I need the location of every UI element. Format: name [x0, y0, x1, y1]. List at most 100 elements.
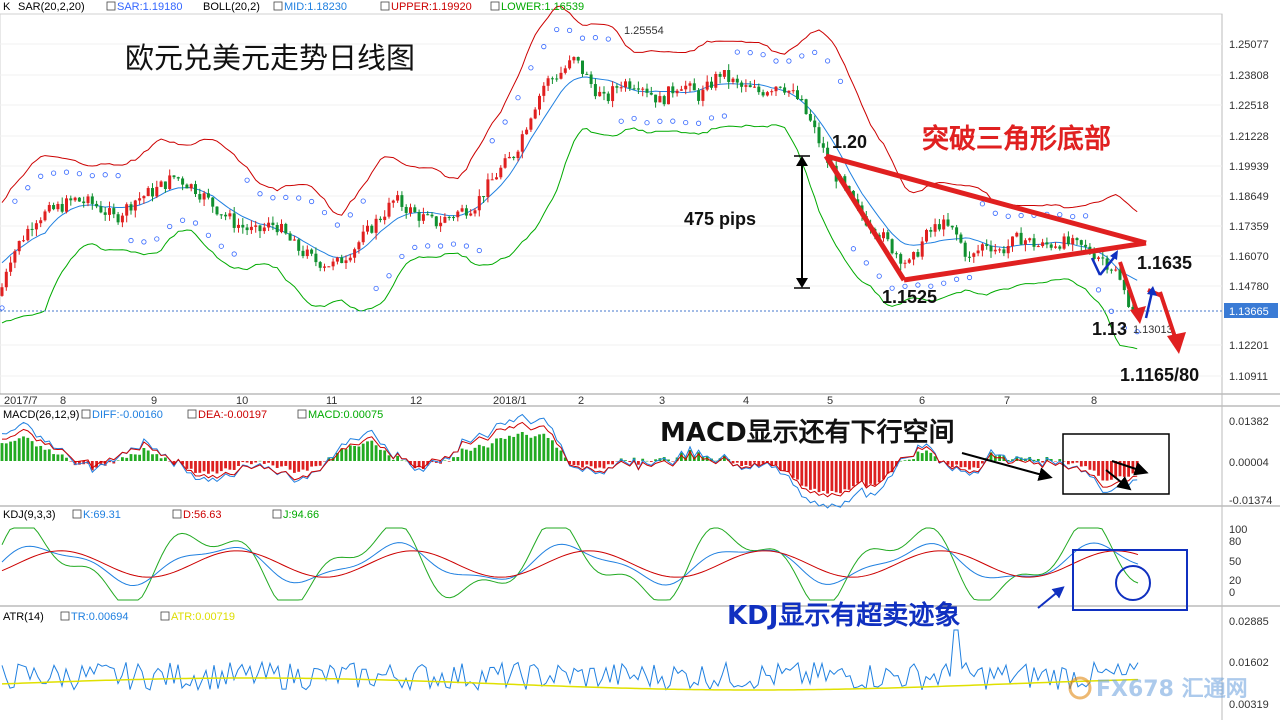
macd-bar	[1084, 461, 1087, 467]
sar-dot	[889, 285, 895, 291]
sar-label: SAR(20,2,20)	[18, 1, 85, 13]
macd-bar	[271, 461, 275, 466]
tr-checkbox[interactable]	[60, 611, 70, 621]
sar-dot	[824, 58, 831, 64]
macd-bar	[761, 461, 765, 464]
macd-bar	[723, 455, 726, 461]
candle-body	[533, 109, 537, 119]
macd-bar	[1006, 460, 1010, 461]
candle-body	[800, 99, 804, 101]
sar-dot	[850, 246, 857, 252]
price-tick: 1.14780	[1229, 281, 1269, 293]
mid-checkbox[interactable]	[273, 1, 283, 11]
atr-checkbox[interactable]	[160, 611, 170, 621]
macd-bar	[976, 461, 980, 468]
candle-body	[495, 177, 498, 180]
macd-bar	[121, 457, 124, 461]
sar-dot	[244, 177, 250, 183]
sar-dot	[502, 119, 508, 125]
macd-arrow-small	[1111, 460, 1149, 476]
candle-body	[99, 206, 103, 213]
candle-body	[383, 216, 387, 221]
macd-bar	[348, 445, 352, 461]
candle-body	[378, 218, 382, 221]
candle-body	[701, 89, 705, 101]
candle-body	[679, 89, 683, 91]
atr-legend: ATR(14) TR:0.00694 ATR:0.00719	[3, 611, 235, 623]
macd-bar	[1054, 461, 1057, 462]
macd-bar	[125, 457, 129, 461]
candle-body	[13, 251, 17, 263]
dea-checkbox[interactable]	[187, 409, 197, 419]
boll-upper-line	[1, 5, 1138, 216]
macd-bar	[787, 461, 791, 472]
macd-bar	[456, 456, 460, 461]
candle-body	[882, 232, 885, 239]
candle-body	[17, 241, 21, 252]
sar-dot	[579, 35, 586, 41]
candle-body	[989, 245, 993, 252]
macd-bar	[830, 461, 834, 491]
sar-dot	[425, 243, 431, 249]
macd-bar	[602, 461, 606, 469]
candle-body	[34, 223, 38, 230]
diff-checkbox[interactable]	[81, 409, 91, 419]
macd-bar	[353, 445, 356, 461]
candle-body	[331, 261, 335, 267]
kdj-lines	[1, 527, 1139, 601]
j-checkbox[interactable]	[272, 509, 282, 519]
current-price-label: 1.13665	[1229, 306, 1269, 318]
candle-body	[529, 118, 533, 130]
candle-body	[426, 214, 430, 216]
macd-bar	[361, 443, 365, 461]
macd-bar	[834, 461, 838, 493]
macd-bar	[159, 458, 163, 461]
sar-dot	[25, 185, 31, 191]
macd-bar	[357, 446, 361, 461]
macd-bar	[469, 450, 473, 461]
breakout-arrows	[1118, 261, 1186, 354]
candle-body	[602, 91, 606, 94]
macd-bar	[284, 461, 288, 466]
sar-dot	[76, 171, 83, 177]
k-checkbox[interactable]	[72, 509, 82, 519]
macd-checkbox[interactable]	[297, 409, 307, 419]
x-tick: 12	[410, 395, 422, 407]
lower-checkbox[interactable]	[490, 1, 500, 11]
candle-body	[26, 228, 30, 241]
candle-body	[280, 223, 283, 233]
sar-dot	[1018, 212, 1024, 219]
candle-body	[228, 213, 232, 217]
candle-body	[374, 218, 378, 233]
sar-dot	[941, 280, 947, 286]
macd-bar	[611, 461, 614, 465]
macd-bar	[254, 461, 258, 463]
candle-body	[735, 78, 739, 83]
sar-dot	[708, 115, 715, 121]
candle-body	[292, 239, 296, 241]
sar-dot	[463, 243, 469, 249]
macd-bar	[946, 461, 950, 465]
macd-bar	[486, 447, 490, 461]
macd-bar	[108, 461, 111, 463]
candle-body	[886, 232, 890, 240]
sar-checkbox[interactable]	[106, 1, 116, 11]
candle-body	[568, 60, 572, 69]
macd-bar	[133, 454, 137, 461]
macd-bar	[542, 433, 546, 461]
macd-diff-line	[1, 413, 1138, 509]
sar-dot	[1070, 213, 1076, 220]
macd-bar	[194, 461, 197, 473]
dea-value: DEA:-0.00197	[198, 409, 267, 421]
macd-bar	[237, 461, 240, 466]
sar-dot	[347, 212, 353, 218]
candle-body	[654, 94, 658, 103]
macd-bar	[0, 443, 4, 461]
candle-body	[357, 242, 361, 250]
candle-body	[206, 193, 210, 198]
x-tick: 9	[151, 395, 157, 407]
candle-body	[550, 78, 554, 80]
kdj-label: KDJ(9,3,3)	[3, 509, 56, 521]
d-checkbox[interactable]	[172, 509, 182, 519]
upper-checkbox[interactable]	[380, 1, 390, 11]
